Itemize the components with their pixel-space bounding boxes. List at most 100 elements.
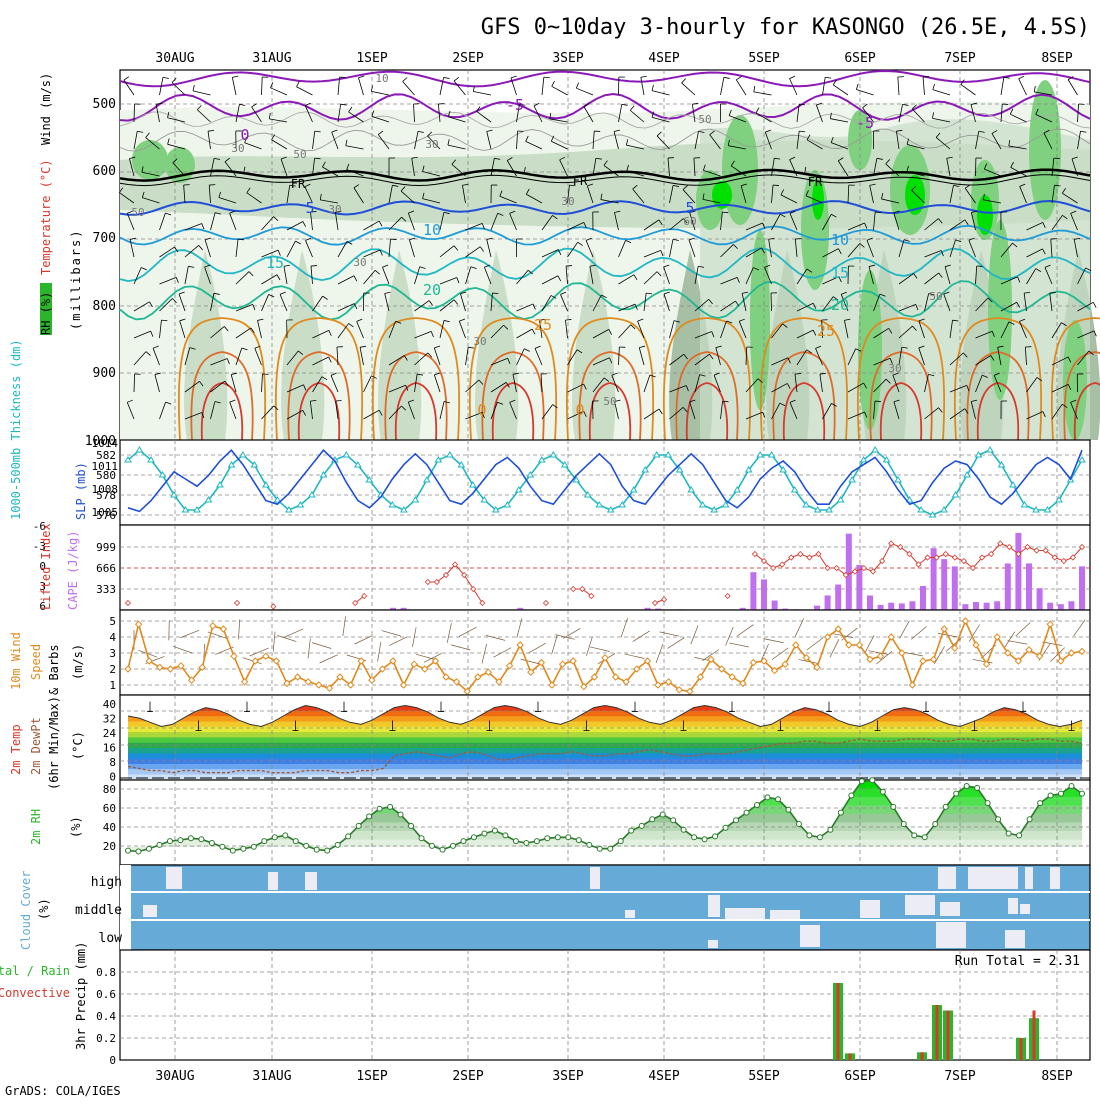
rh2m-point <box>702 837 707 842</box>
pressure-tick: 800 <box>93 299 116 314</box>
rh2m-point <box>293 839 298 844</box>
cape-bar <box>962 604 968 610</box>
cloud-cell <box>166 867 182 889</box>
date-label-bottom: 1SEP <box>356 1069 387 1084</box>
cloud-cell <box>968 867 1018 889</box>
rh2m-point <box>126 848 131 853</box>
rh2m-point <box>566 835 571 840</box>
rh2m-point <box>157 842 162 847</box>
contour-label: 25 <box>534 316 552 334</box>
temp-band <box>120 737 1090 743</box>
cloud-cell <box>800 925 820 947</box>
contour-label: 15 <box>266 254 284 272</box>
cloud-cell <box>725 908 765 920</box>
rh2m-point <box>985 801 990 806</box>
rh2m-point <box>954 791 959 796</box>
contour-label: 25 <box>817 322 835 340</box>
run-total: Run Total = 2.31 <box>955 954 1080 969</box>
rh-tick: 20 <box>103 840 116 853</box>
pressure-tick: 500 <box>93 97 116 112</box>
cloud-units: (%) <box>37 898 51 920</box>
temp-tick: 16 <box>103 742 116 755</box>
cape-bar <box>888 603 894 610</box>
cloud-high-label: high <box>91 875 122 890</box>
cape-bar <box>825 595 831 610</box>
rh2m-point <box>367 814 372 819</box>
cloud-cell <box>143 905 157 917</box>
rh2m-point <box>304 843 309 848</box>
precip-bar-convective <box>936 1005 939 1060</box>
rh2m-point <box>849 793 854 798</box>
cape-bar <box>846 534 852 610</box>
temp2m-label-b: 2m DewPt <box>29 717 43 775</box>
temp2m-label-a: 2m Temp <box>9 724 23 775</box>
cape-bar <box>899 603 905 610</box>
precip-bar-convective <box>947 1011 950 1061</box>
rh2m-point <box>618 839 623 844</box>
contour-label: 50 <box>929 290 942 303</box>
cloud-low-label: low <box>99 931 123 946</box>
cape-bar <box>994 601 1000 610</box>
rh-blob <box>1029 80 1061 220</box>
date-label-bottom: 4SEP <box>648 1069 679 1084</box>
rh2m-point <box>1017 833 1022 838</box>
cape-bar <box>772 601 778 610</box>
rh2m-point <box>146 846 151 851</box>
cape-bar <box>941 559 947 610</box>
thickness-label-a: 1000-500mb Thickness (dm) <box>9 339 23 520</box>
rh2m-point <box>471 835 476 840</box>
date-label-top: 4SEP <box>648 51 679 66</box>
pressure-tick: 700 <box>93 231 116 246</box>
rh2m-point <box>482 831 487 836</box>
rh-blob <box>722 115 758 225</box>
rh2m-point <box>388 804 393 809</box>
rh-tick: 80 <box>103 783 116 796</box>
rh2m-point <box>335 842 340 847</box>
wind10-label-c: & Barbs <box>47 644 61 695</box>
rh2m-point <box>419 836 424 841</box>
rh2m-point <box>398 812 403 817</box>
barb-flag <box>875 212 881 213</box>
cape-bar <box>867 595 873 610</box>
date-label-bottom: 6SEP <box>844 1069 875 1084</box>
contour-label: 30 <box>425 138 438 151</box>
date-label-bottom: 5SEP <box>748 1069 779 1084</box>
cape-tick: 333 <box>96 583 116 596</box>
temp-tick: 24 <box>103 727 117 740</box>
rh2m-point <box>943 804 948 809</box>
rh2m-point <box>545 836 550 841</box>
rh2m-point <box>796 822 801 827</box>
barb-flag <box>438 104 444 105</box>
contour-label: 0 <box>477 401 486 419</box>
barb-flag <box>795 239 801 240</box>
rh2m-point <box>755 803 760 808</box>
rh2m-point <box>870 778 875 783</box>
rh2m-point <box>859 779 864 784</box>
cloud-cell <box>268 872 278 890</box>
rh2m-point <box>377 806 382 811</box>
temp-tick: 0 <box>109 771 116 784</box>
rh2m-point <box>178 838 183 843</box>
pressure-tick: 900 <box>93 366 116 381</box>
footer-credit: GrADS: COLA/IGES <box>5 1084 121 1098</box>
cape-bar <box>1026 563 1032 610</box>
date-label-bottom: 7SEP <box>944 1069 975 1084</box>
wind10-tick: 2 <box>109 663 116 676</box>
rh2m-point <box>629 828 634 833</box>
temp-band <box>120 769 1090 775</box>
cloud-label: Cloud Cover <box>19 871 33 950</box>
rh2m-point <box>891 804 896 809</box>
temp2m-label-c: (6hr Min/Max) <box>47 696 61 790</box>
rh2m-point <box>1059 791 1064 796</box>
precip-tick: 0.4 <box>96 1010 116 1023</box>
contour-label: FR <box>808 175 823 189</box>
date-label-bottom: 31AUG <box>252 1069 291 1084</box>
rh2m-point <box>964 784 969 789</box>
precip-tick: 0.2 <box>96 1032 116 1045</box>
cloud-cell <box>708 895 720 917</box>
contour-label: -5 <box>506 96 524 114</box>
cape-bar <box>909 601 915 610</box>
